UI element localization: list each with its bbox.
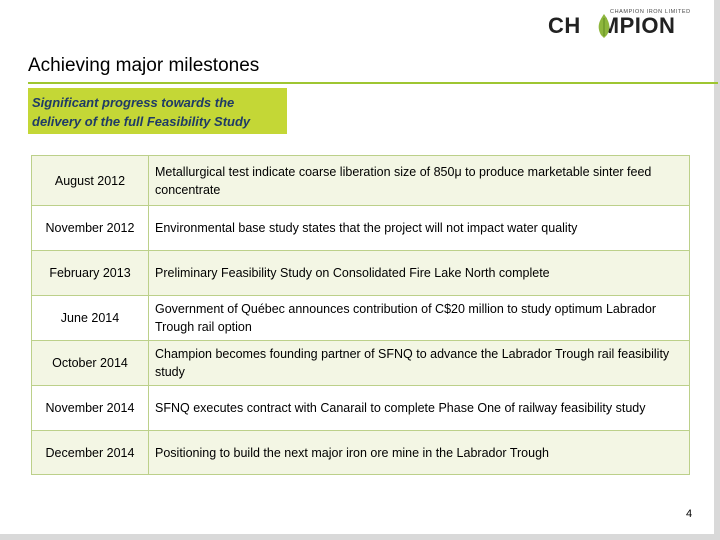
milestone-description: Government of Québec announces contribut… — [148, 295, 690, 341]
milestone-description: Champion becomes founding partner of SFN… — [148, 340, 690, 386]
milestone-description: Environmental base study states that the… — [148, 205, 690, 251]
page-number: 4 — [686, 508, 693, 520]
table-row: November 2014 SFNQ executes contract wit… — [31, 385, 690, 431]
title-divider — [28, 82, 718, 84]
milestone-date: June 2014 — [31, 295, 149, 341]
table-row: August 2012 Metallurgical test indicate … — [31, 155, 690, 206]
table-row: December 2014 Positioning to build the n… — [31, 430, 690, 475]
milestone-date: October 2014 — [31, 340, 149, 386]
milestone-date: November 2012 — [31, 205, 149, 251]
milestone-date: February 2013 — [31, 250, 149, 296]
table-row: June 2014 Government of Québec announces… — [31, 295, 690, 341]
table-row: February 2013 Preliminary Feasibility St… — [31, 250, 690, 296]
milestone-date: August 2012 — [31, 155, 149, 206]
page-title: Achieving major milestones — [28, 55, 260, 76]
logo-wordmark: CH MPION — [548, 15, 675, 37]
logo-tagline: CHAMPION IRON LIMITED — [610, 9, 691, 15]
table-row: October 2014 Champion becomes founding p… — [31, 340, 690, 386]
milestone-description: Metallurgical test indicate coarse liber… — [148, 155, 690, 206]
milestone-date: December 2014 — [31, 430, 149, 475]
milestone-description: SFNQ executes contract with Canarail to … — [148, 385, 690, 431]
logo-word-left: CH — [548, 13, 581, 38]
leaf-icon — [598, 14, 610, 38]
champion-logo: CHAMPION IRON LIMITED CH MPION — [548, 8, 708, 38]
milestone-date: November 2014 — [31, 385, 149, 431]
table-row: November 2012 Environmental base study s… — [31, 205, 690, 251]
callout-box: Significant progress towards the deliver… — [28, 88, 287, 134]
milestone-description: Preliminary Feasibility Study on Consoli… — [148, 250, 690, 296]
milestones-table: August 2012 Metallurgical test indicate … — [31, 155, 690, 475]
milestone-description: Positioning to build the next major iron… — [148, 430, 690, 475]
logo-word-right: MPION — [600, 13, 676, 38]
